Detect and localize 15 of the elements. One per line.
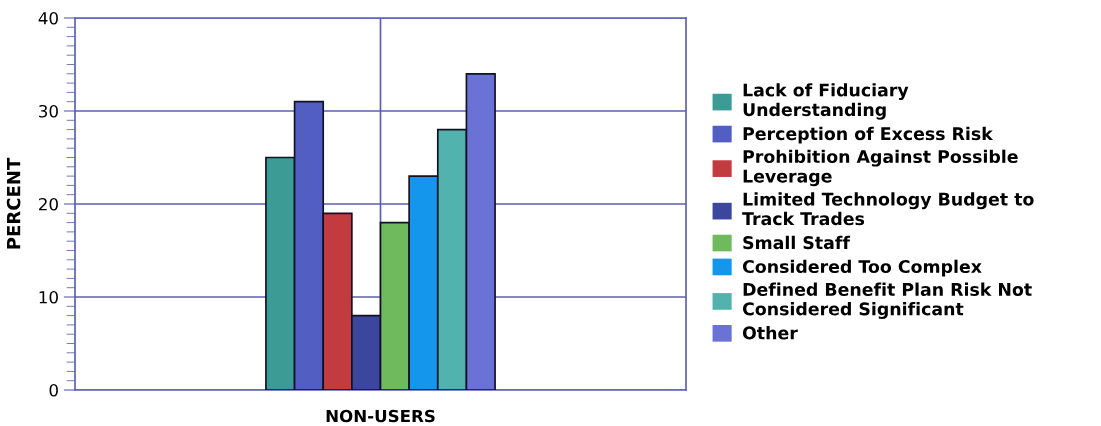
y-tick-label: 0 — [49, 383, 58, 397]
y-tick-label: 20 — [39, 197, 58, 211]
y-tick-label: 10 — [39, 290, 58, 304]
legend-label: Considered Too Complex — [742, 259, 982, 277]
y-axis-title: PERCENT — [6, 157, 21, 249]
y-tick-label: 40 — [38, 11, 58, 25]
legend-label: Small Staff — [743, 235, 851, 250]
legend-label: Prohibition Against Possible Leverage — [743, 149, 1018, 187]
legend-label: Limited Technology Budget to Track Trades — [742, 192, 1034, 226]
y-tick-label: 30 — [39, 104, 58, 118]
x-tick-label: NON-USERS — [326, 409, 435, 423]
legend-label: Other — [742, 326, 798, 340]
legend-label: Lack of Fiduciary Understanding — [743, 83, 909, 120]
legend-label: Perception of Excess Risk — [743, 126, 994, 144]
legend-label: Defined Benefit Plan Risk Not Considered Significant — [742, 282, 1032, 319]
